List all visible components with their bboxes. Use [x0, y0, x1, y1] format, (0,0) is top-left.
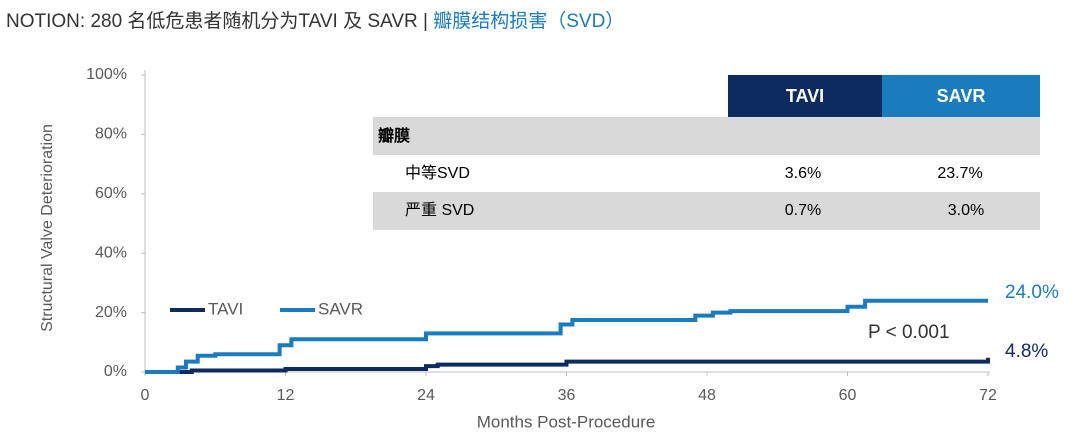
x-tick-label: 36	[558, 387, 576, 404]
title: NOTION: 280 名低危患者随机分为TAVI 及 SAVR |	[6, 10, 433, 32]
inset-table: TAVI SAVR 瓣膜 中等SVD 3.6% 23.7% 严重 SVD 0.7…	[373, 75, 1040, 230]
y-tick-label: 60%	[95, 185, 127, 202]
header-text: SAVR	[937, 86, 986, 106]
x-axis-label: Months Post-Procedure	[477, 412, 656, 431]
x-tick-label: 0	[141, 387, 150, 404]
legend-label: SAVR	[318, 299, 363, 318]
x-tick-label: 48	[698, 387, 716, 404]
y-tick-label: 80%	[95, 126, 127, 143]
section-row	[373, 117, 1040, 155]
section-label: 瓣膜	[378, 126, 410, 145]
x-tick-label: 60	[839, 387, 857, 404]
y-tick-label: 20%	[95, 304, 127, 321]
legend-label: TAVI	[208, 299, 243, 318]
cell: 0.7%	[785, 202, 821, 219]
cell: 3.0%	[948, 202, 984, 219]
cell: 3.6%	[785, 165, 821, 182]
row-label: 中等SVD	[405, 164, 470, 182]
x-tick-label: 12	[277, 387, 295, 404]
end-label: 24.0%	[1005, 282, 1059, 303]
series-line	[145, 298, 988, 374]
p-value: P < 0.001	[868, 322, 950, 343]
chart-title: NOTION: 280 名低危患者随机分为TAVI 及 SAVR | 瓣膜结构损…	[6, 10, 624, 32]
y-tick-label: 100%	[86, 66, 127, 83]
end-label: 4.8%	[1005, 341, 1048, 362]
y-tick-label: 40%	[95, 244, 127, 261]
x-tick-label: 72	[979, 387, 997, 404]
table-row	[373, 192, 1040, 230]
subtitle: 瓣膜结构损害（SVD）	[433, 10, 624, 32]
header-cell	[728, 75, 882, 117]
header-cell	[882, 75, 1040, 117]
cell: 23.7%	[937, 165, 982, 182]
series-line	[145, 357, 990, 374]
y-tick-label: 0%	[104, 363, 127, 380]
y-axis-label: Structural Valve Deterioration	[39, 124, 56, 332]
row-label: 严重 SVD	[405, 201, 474, 219]
header-text: TAVI	[786, 86, 824, 106]
x-tick-label: 24	[417, 387, 435, 404]
